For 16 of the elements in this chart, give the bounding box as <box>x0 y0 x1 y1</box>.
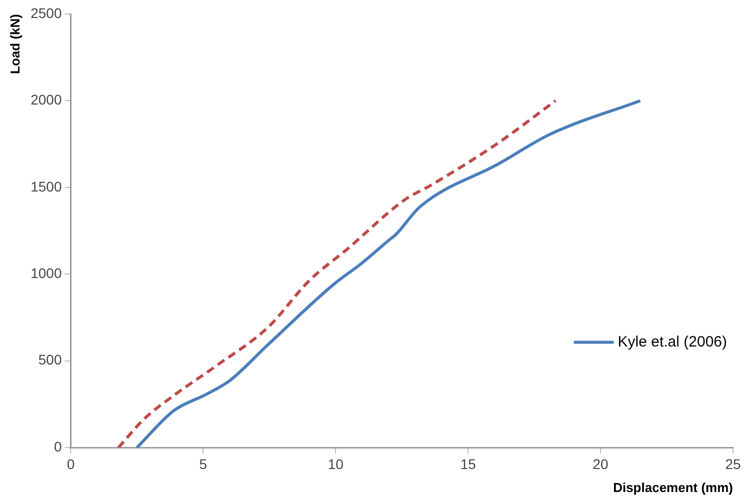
x-tick-label: 15 <box>460 456 476 472</box>
line-series <box>116 99 558 448</box>
y-tick-label: 500 <box>38 352 62 368</box>
y-tick-label: 2000 <box>30 92 62 108</box>
y-tick-label: 1000 <box>30 265 62 282</box>
y-tick-label: 2500 <box>30 4 62 21</box>
y-tick-label: 0 <box>54 438 62 454</box>
x-axis-title: Displacement (mm) <box>613 480 733 495</box>
x-tick-label: 0 <box>66 456 75 472</box>
legend-label: Kyle et.al (2006) <box>618 333 728 350</box>
x-tick-label: 20 <box>592 456 609 472</box>
x-tick-label: 25 <box>725 456 741 472</box>
y-axis-title: Load (kN) <box>7 14 22 74</box>
y-tick-label: 1500 <box>30 178 62 194</box>
x-tick-label: 5 <box>199 456 208 472</box>
x-tick-label: 10 <box>328 456 344 472</box>
